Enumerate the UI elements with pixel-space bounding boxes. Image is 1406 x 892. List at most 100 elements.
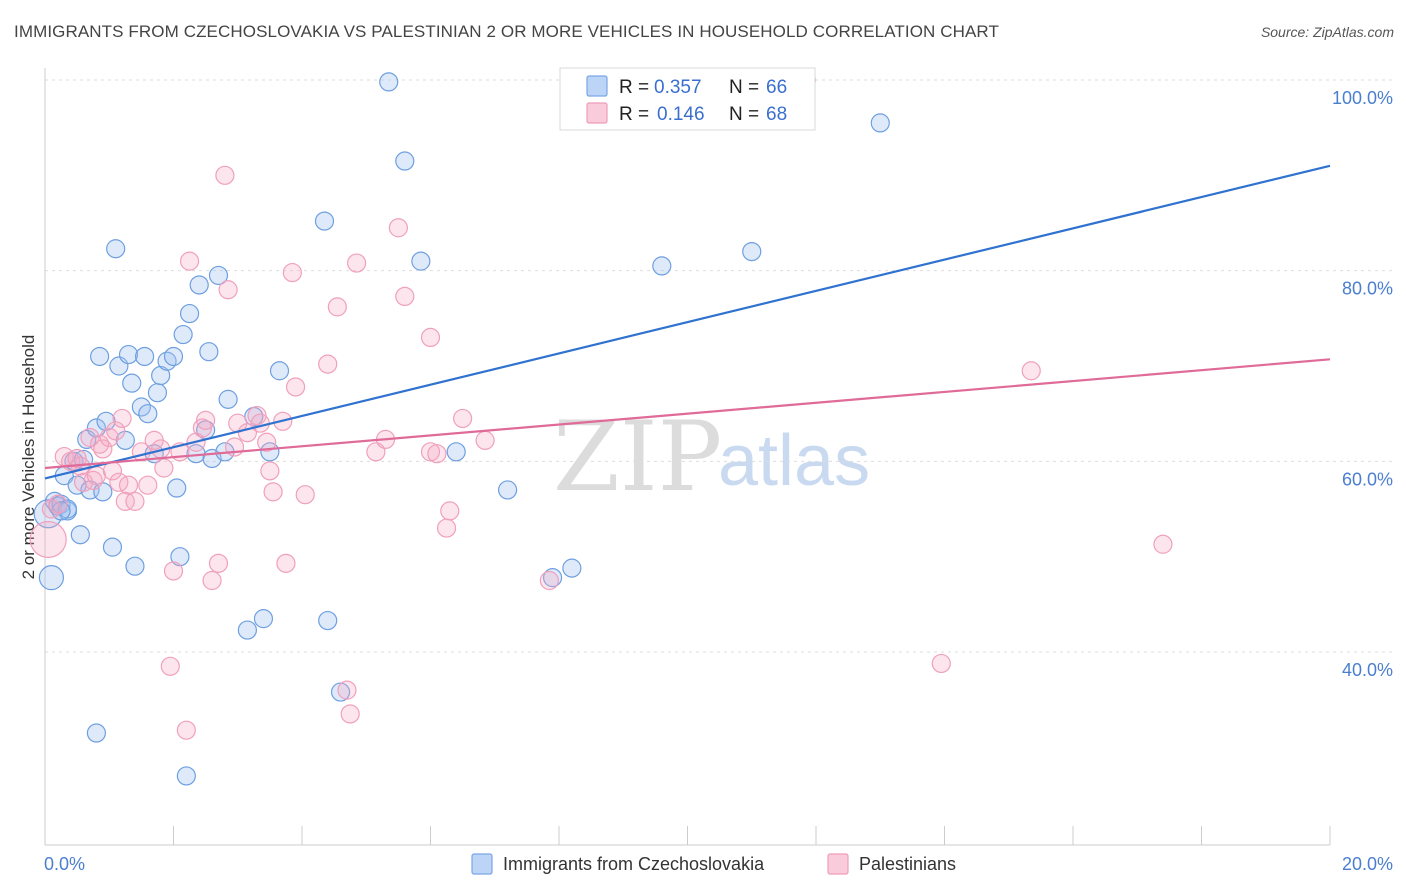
palestinians-point xyxy=(440,501,460,521)
y-tick-label-40: 40.0% xyxy=(1342,660,1393,680)
palestinians-point xyxy=(337,680,357,700)
czechoslovakia-point xyxy=(70,525,90,545)
bottom-legend: Immigrants from Czechoslovakia Palestini… xyxy=(471,853,956,875)
czechoslovakia-point xyxy=(189,275,209,295)
legend-r-label-2: R = xyxy=(619,104,649,125)
legend-swatch-palestinians xyxy=(586,102,608,124)
czechoslovakia-point xyxy=(411,251,431,271)
legend-n-label-2: N = xyxy=(729,104,759,125)
palestinians-point xyxy=(318,354,338,374)
palestinians-point xyxy=(29,520,67,559)
palestinians-point xyxy=(395,286,415,307)
palestinians-point xyxy=(215,165,235,185)
czechoslovakia-point xyxy=(742,242,762,262)
palestinians-point xyxy=(80,427,100,448)
czechoslovakia-point xyxy=(218,389,238,409)
czechoslovakia-point xyxy=(134,346,155,367)
palestinians-point xyxy=(163,561,184,581)
czechoslovakia-point xyxy=(652,256,672,276)
palestinians-point xyxy=(257,432,277,452)
palestinians-point xyxy=(250,413,270,433)
palestinians-point xyxy=(436,518,457,538)
czechoslovakia-point xyxy=(102,537,123,557)
czechoslovakia-point xyxy=(498,480,518,500)
y-tick-label-80: 80.0% xyxy=(1342,279,1393,299)
legend: R = 0.357 N = 66 R = 0.146 N = 68 xyxy=(559,67,816,131)
czechoslovakia-point xyxy=(173,324,193,345)
czechoslovakia-point xyxy=(147,383,168,403)
czechoslovakia-point xyxy=(90,346,110,367)
czechoslovakia-point xyxy=(446,442,466,462)
palestinians-point xyxy=(327,297,347,317)
czechoslovakia-point xyxy=(151,365,171,386)
czechoslovakia-point xyxy=(314,211,335,231)
palestinians-point xyxy=(115,491,135,511)
czechoslovakia-point xyxy=(253,609,274,629)
czechoslovakia-point xyxy=(269,361,290,381)
y-axis-label: 2 or more Vehicles in Household xyxy=(19,335,38,580)
palestinians-point xyxy=(160,656,180,676)
series-palestinians-points xyxy=(29,70,1173,740)
palestinians-point xyxy=(453,408,473,429)
palestinians-point xyxy=(93,439,113,459)
palestinians-point xyxy=(1153,534,1173,554)
palestinians-trend-line xyxy=(44,358,1331,470)
chart-title: IMMIGRANTS FROM CZECHOSLOVAKIA VS PALEST… xyxy=(14,22,999,41)
x-ticks xyxy=(44,826,1331,845)
legend-r-value-1: 0.357 xyxy=(654,77,702,98)
palestinians-point xyxy=(285,377,306,397)
palestinians-point xyxy=(138,475,158,495)
czechoslovakia-point xyxy=(179,303,200,324)
bottom-legend-swatch-palestinians xyxy=(827,853,849,875)
czechoslovakia-point xyxy=(379,72,399,92)
palestinians-point xyxy=(260,461,280,481)
palestinians-point xyxy=(931,653,951,674)
palestinians-point xyxy=(208,553,229,573)
czechoslovakia-point xyxy=(542,568,563,588)
palestinians-point xyxy=(179,251,200,271)
legend-n-value-1: 66 xyxy=(766,77,787,98)
x-tick-label-max: 20.0% xyxy=(1342,854,1393,874)
palestinians-point xyxy=(539,570,559,591)
palestinians-point xyxy=(263,482,283,502)
palestinians-point xyxy=(282,262,302,283)
bottom-legend-swatch-czechoslovakia xyxy=(471,853,493,875)
czechoslovakia-trend-line xyxy=(44,164,1331,480)
czechoslovakia-point xyxy=(125,556,145,576)
bottom-legend-label-palestinians: Palestinians xyxy=(859,854,956,874)
czechoslovakia-point xyxy=(395,151,415,171)
y-tick-label-100: 100.0% xyxy=(1332,88,1393,108)
palestinians-point xyxy=(340,704,360,724)
legend-n-value-2: 68 xyxy=(766,104,787,125)
czechoslovakia-point xyxy=(208,265,229,286)
palestinians-point xyxy=(276,553,296,573)
palestinians-point xyxy=(295,485,315,505)
czechoslovakia-point xyxy=(199,342,219,362)
bottom-legend-label-czechoslovakia: Immigrants from Czechoslovakia xyxy=(503,854,765,874)
czechoslovakia-point xyxy=(106,239,126,259)
x-tick-label-min: 0.0% xyxy=(44,854,85,874)
czechoslovakia-point xyxy=(86,418,107,438)
palestinians-point xyxy=(176,720,196,740)
palestinians-point xyxy=(48,494,68,514)
palestinians-point xyxy=(388,218,408,238)
czechoslovakia-point xyxy=(38,565,65,591)
czechoslovakia-point xyxy=(163,346,184,367)
y-tick-labels: 40.0% 60.0% 80.0% 100.0% xyxy=(1332,88,1393,680)
czechoslovakia-point xyxy=(138,404,158,424)
legend-swatch-czechoslovakia xyxy=(586,75,608,97)
legend-r-label-1: R = xyxy=(619,77,649,98)
palestinians-point xyxy=(347,253,367,273)
czechoslovakia-point xyxy=(118,344,139,365)
palestinians-point xyxy=(112,408,132,429)
source-label: Source: ZipAtlas.com xyxy=(1260,24,1394,40)
legend-r-value-2: 0.146 xyxy=(657,104,705,125)
czechoslovakia-point xyxy=(176,766,196,786)
palestinians-point xyxy=(118,475,139,495)
czechoslovakia-point xyxy=(167,478,187,498)
palestinians-point xyxy=(202,570,222,591)
czechoslovakia-point xyxy=(170,547,190,567)
czechoslovakia-point xyxy=(237,620,257,640)
palestinians-point xyxy=(475,430,495,450)
